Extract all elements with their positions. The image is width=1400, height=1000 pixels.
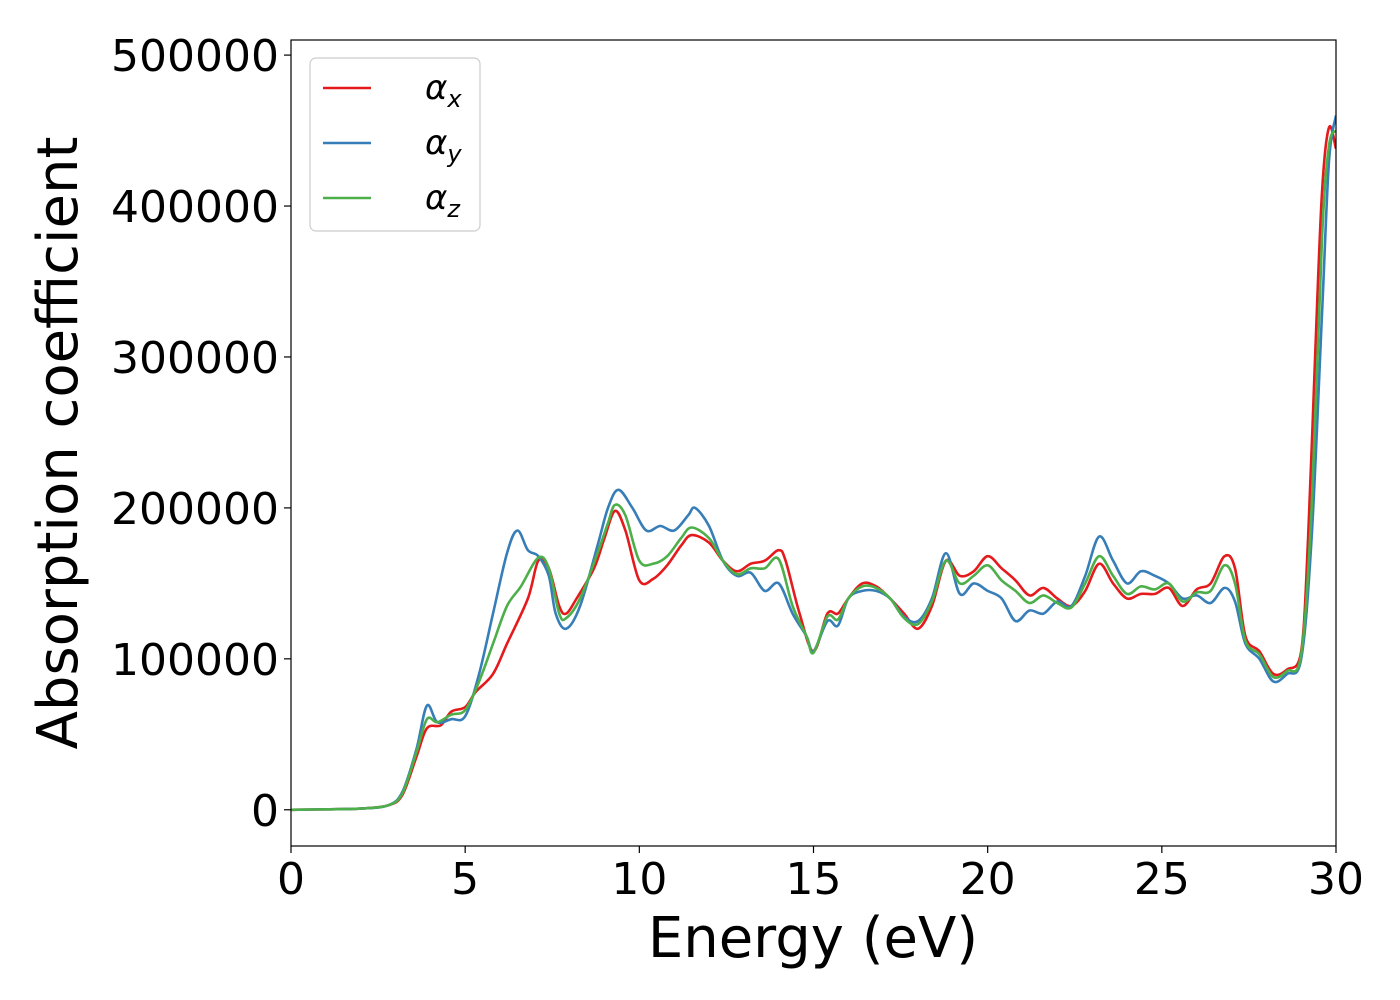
legend-label-subscript: z xyxy=(446,195,461,223)
legend-label-subscript: y xyxy=(446,140,462,168)
legend-label-main: α xyxy=(425,178,447,218)
x-tick-label: 15 xyxy=(786,854,842,905)
legend-label-x: αx xyxy=(425,68,462,113)
y-axis-title: Absorption coefficient xyxy=(26,137,91,750)
x-tick-label: 10 xyxy=(611,854,667,905)
legend-label-z: αz xyxy=(425,178,461,223)
legend-box xyxy=(309,57,481,232)
y-tick-label: 400000 xyxy=(111,182,279,233)
y-tick-label: 200000 xyxy=(111,484,279,535)
y-axis-ticks: 0 100000 200000 300000 400000 500000 xyxy=(111,31,291,837)
x-tick-label: 20 xyxy=(960,854,1016,905)
x-tick-label: 0 xyxy=(277,854,305,905)
x-tick-label: 25 xyxy=(1134,854,1190,905)
y-tick-label: 100000 xyxy=(111,635,279,686)
legend-label-y: αy xyxy=(425,123,462,168)
x-tick-label: 30 xyxy=(1308,854,1364,905)
y-tick-label: 300000 xyxy=(111,333,279,384)
legend-label-main: α xyxy=(425,68,447,108)
series-line-y xyxy=(291,115,1336,812)
legend-label-main: α xyxy=(425,123,447,163)
x-axis-title: Energy (eV) xyxy=(648,906,978,971)
y-tick-label: 500000 xyxy=(111,31,279,82)
x-axis-ticks: 0 5 10 15 20 25 30 xyxy=(277,846,1364,905)
x-tick-label: 5 xyxy=(451,854,479,905)
legend-label-subscript: x xyxy=(446,85,462,113)
series-line-z xyxy=(291,129,1336,812)
y-tick-label: 0 xyxy=(251,786,279,837)
plot-lines xyxy=(291,115,1336,812)
